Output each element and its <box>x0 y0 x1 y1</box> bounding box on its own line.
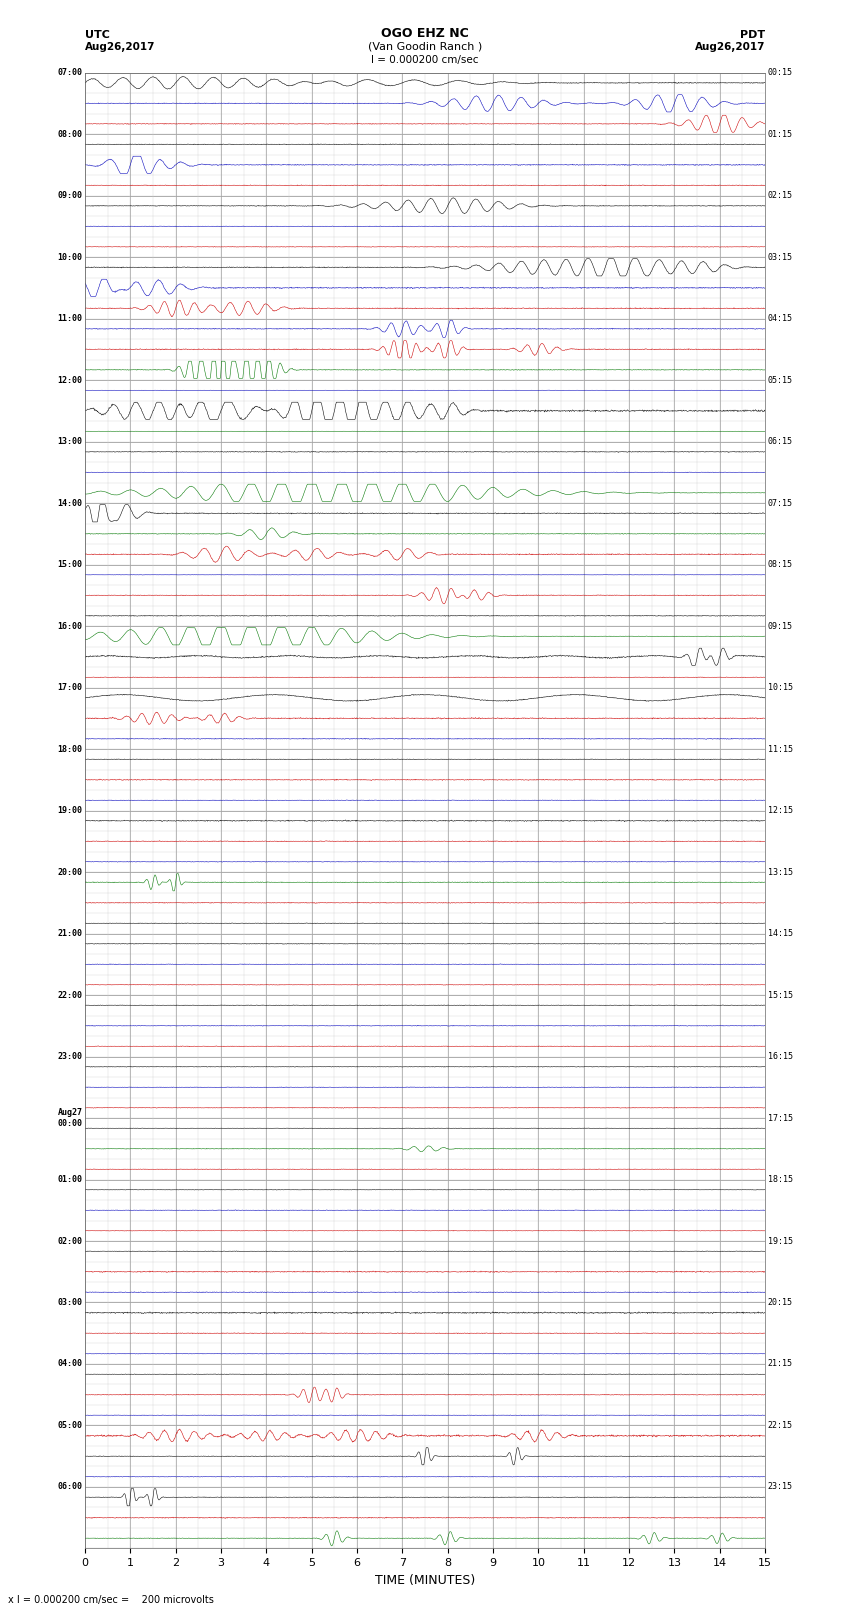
Text: 19:00: 19:00 <box>58 806 82 815</box>
Text: 10:00: 10:00 <box>58 253 82 261</box>
Text: 03:00: 03:00 <box>58 1298 82 1307</box>
Text: 13:15: 13:15 <box>768 868 792 876</box>
Text: 18:00: 18:00 <box>58 745 82 753</box>
Text: 10:15: 10:15 <box>768 682 792 692</box>
Text: 03:15: 03:15 <box>768 253 792 261</box>
Text: 08:15: 08:15 <box>768 560 792 569</box>
Text: 23:15: 23:15 <box>768 1482 792 1492</box>
Text: 14:15: 14:15 <box>768 929 792 939</box>
Text: Aug27
00:00: Aug27 00:00 <box>58 1108 82 1127</box>
Text: 16:15: 16:15 <box>768 1052 792 1061</box>
Text: OGO EHZ NC: OGO EHZ NC <box>381 27 469 40</box>
Text: 22:15: 22:15 <box>768 1421 792 1431</box>
Text: 18:15: 18:15 <box>768 1174 792 1184</box>
Text: 01:15: 01:15 <box>768 129 792 139</box>
Text: 13:00: 13:00 <box>58 437 82 447</box>
X-axis label: TIME (MINUTES): TIME (MINUTES) <box>375 1574 475 1587</box>
Text: Aug26,2017: Aug26,2017 <box>85 42 156 52</box>
Text: 19:15: 19:15 <box>768 1237 792 1245</box>
Text: 21:15: 21:15 <box>768 1360 792 1368</box>
Text: 07:00: 07:00 <box>58 68 82 77</box>
Text: 20:15: 20:15 <box>768 1298 792 1307</box>
Text: 21:00: 21:00 <box>58 929 82 939</box>
Text: 09:00: 09:00 <box>58 190 82 200</box>
Text: (Van Goodin Ranch ): (Van Goodin Ranch ) <box>368 42 482 52</box>
Text: 00:15: 00:15 <box>768 68 792 77</box>
Text: 06:15: 06:15 <box>768 437 792 447</box>
Text: 01:00: 01:00 <box>58 1174 82 1184</box>
Text: 04:00: 04:00 <box>58 1360 82 1368</box>
Text: 12:00: 12:00 <box>58 376 82 384</box>
Text: 11:00: 11:00 <box>58 315 82 323</box>
Text: 04:15: 04:15 <box>768 315 792 323</box>
Text: 17:00: 17:00 <box>58 682 82 692</box>
Text: 15:00: 15:00 <box>58 560 82 569</box>
Text: 02:00: 02:00 <box>58 1237 82 1245</box>
Text: 08:00: 08:00 <box>58 129 82 139</box>
Text: I = 0.000200 cm/sec: I = 0.000200 cm/sec <box>371 55 479 65</box>
Text: 14:00: 14:00 <box>58 498 82 508</box>
Text: x I = 0.000200 cm/sec =    200 microvolts: x I = 0.000200 cm/sec = 200 microvolts <box>8 1595 214 1605</box>
Text: 05:15: 05:15 <box>768 376 792 384</box>
Text: Aug26,2017: Aug26,2017 <box>694 42 765 52</box>
Text: 06:00: 06:00 <box>58 1482 82 1492</box>
Text: 07:15: 07:15 <box>768 498 792 508</box>
Text: 11:15: 11:15 <box>768 745 792 753</box>
Text: 20:00: 20:00 <box>58 868 82 876</box>
Text: 15:15: 15:15 <box>768 990 792 1000</box>
Text: PDT: PDT <box>740 31 765 40</box>
Text: 12:15: 12:15 <box>768 806 792 815</box>
Text: UTC: UTC <box>85 31 110 40</box>
Text: 17:15: 17:15 <box>768 1113 792 1123</box>
Text: 16:00: 16:00 <box>58 621 82 631</box>
Text: 02:15: 02:15 <box>768 190 792 200</box>
Text: 09:15: 09:15 <box>768 621 792 631</box>
Text: 22:00: 22:00 <box>58 990 82 1000</box>
Text: 05:00: 05:00 <box>58 1421 82 1431</box>
Text: 23:00: 23:00 <box>58 1052 82 1061</box>
